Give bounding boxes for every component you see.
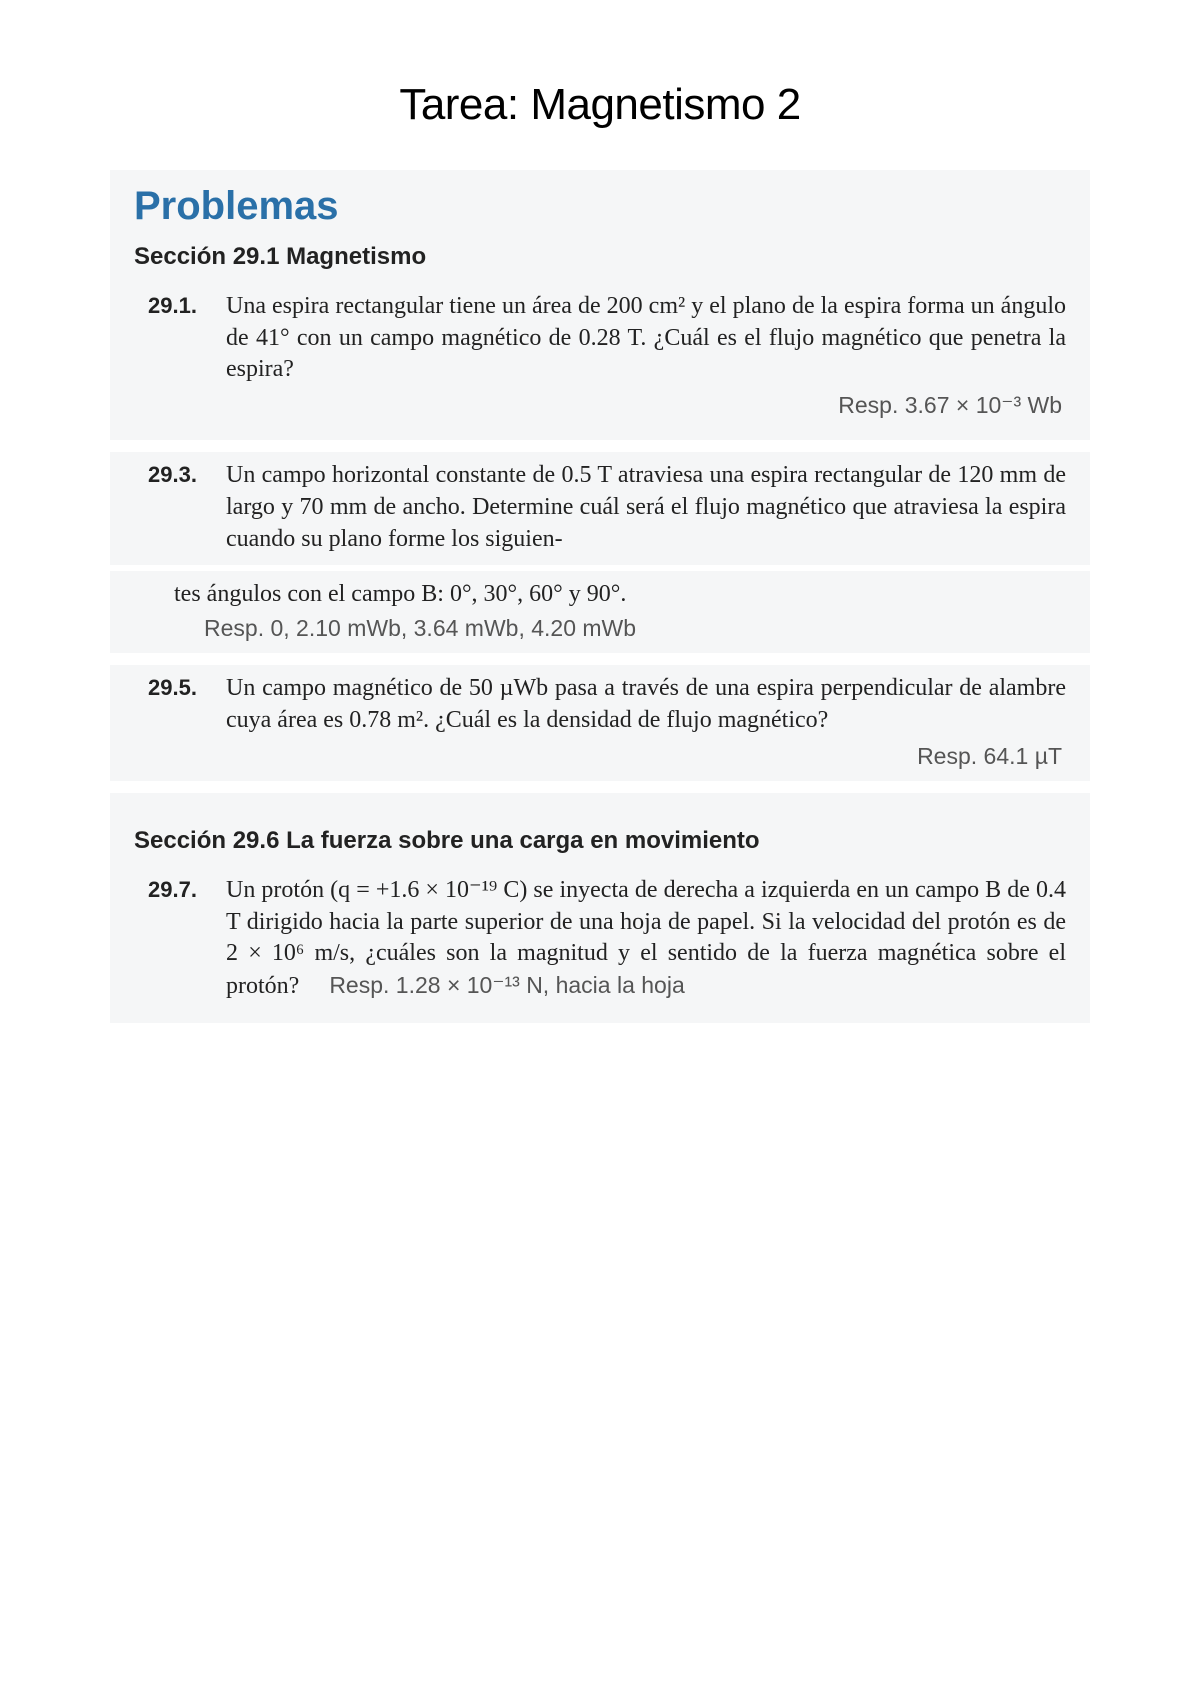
problem-answer: Resp. 1.28 × 10⁻¹³ N, hacia la hoja (329, 972, 684, 998)
problem-29-3: 29.3. Un campo horizontal constante de 0… (134, 460, 1066, 555)
scan-block-5: Sección 29.6 La fuerza sobre una carga e… (110, 793, 1090, 1023)
scan-block-1: Problemas Sección 29.1 Magnetismo 29.1. … (110, 170, 1090, 440)
problem-number: 29.1. (134, 291, 226, 320)
section-29-6-title: Sección 29.6 La fuerza sobre una carga e… (134, 827, 1066, 855)
problem-number: 29.5. (134, 673, 226, 702)
page-title: Tarea: Magnetismo 2 (110, 80, 1090, 130)
scan-block-3: tes ángulos con el campo B: 0°, 30°, 60°… (110, 571, 1090, 653)
problem-29-5: 29.5. Un campo magnético de 50 µWb pasa … (134, 673, 1066, 771)
problem-answer: Resp. 64.1 µT (226, 741, 1066, 771)
section-29-1-title: Sección 29.1 Magnetismo (134, 243, 1066, 271)
problem-29-3-continuation: tes ángulos con el campo B: 0°, 30°, 60°… (134, 579, 1066, 643)
problem-29-1: 29.1. Una espira rectangular tiene un ár… (134, 291, 1066, 420)
problem-answer: Resp. 3.67 × 10⁻³ Wb (226, 390, 1066, 420)
problem-answer: Resp. 0, 2.10 mWb, 3.64 mWb, 4.20 mWb (174, 613, 1066, 643)
problem-text-part-b: tes ángulos con el campo B: 0°, 30°, 60°… (174, 581, 626, 607)
problem-text: Un campo magnético de 50 µWb pasa a trav… (226, 675, 1066, 733)
problem-number: 29.3. (134, 460, 226, 489)
heading-problemas: Problemas (134, 184, 1066, 229)
problem-text-part-a: Un campo horizontal constante de 0.5 T a… (226, 462, 1066, 551)
scan-block-2: 29.3. Un campo horizontal constante de 0… (110, 452, 1090, 565)
scan-block-4: 29.5. Un campo magnético de 50 µWb pasa … (110, 665, 1090, 781)
problem-29-7: 29.7. Un protón (q = +1.6 × 10⁻¹⁹ C) se … (134, 875, 1066, 1003)
problem-text: Una espira rectangular tiene un área de … (226, 293, 1066, 382)
problem-number: 29.7. (134, 875, 226, 904)
